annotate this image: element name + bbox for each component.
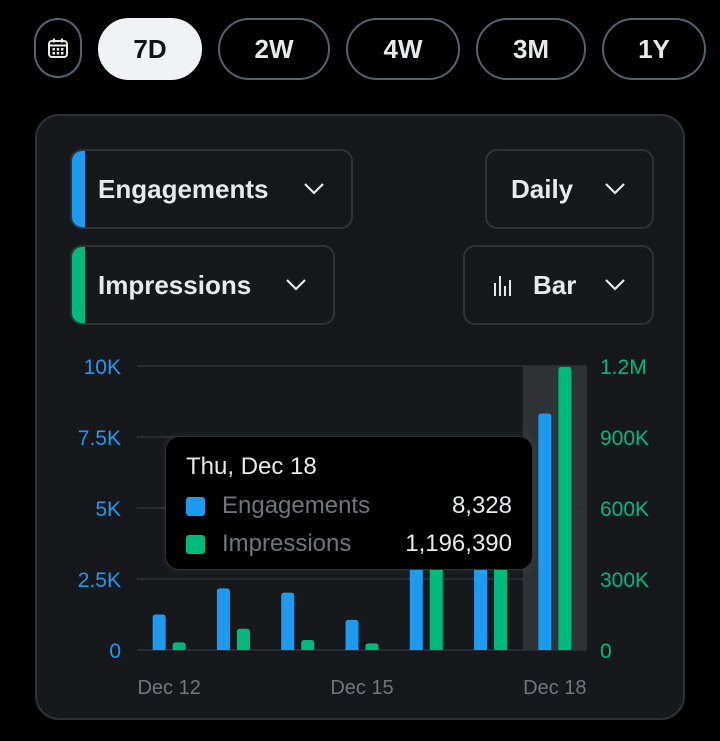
analytics-card: Engagements Daily Impressions Bar: [35, 114, 685, 720]
chart-type-dropdown[interactable]: Bar: [463, 245, 654, 325]
range-option-2w[interactable]: 2W: [218, 18, 330, 80]
tooltip-label-engagements: Engagements: [222, 492, 371, 519]
range-option-1y[interactable]: 1Y: [602, 18, 706, 80]
x-tick-label: Dec 15: [330, 677, 393, 699]
impressions-bar[interactable]: [494, 550, 508, 650]
engagements-bar[interactable]: [152, 614, 166, 651]
impressions-color-accent: [72, 247, 85, 323]
tooltip-value-engagements: 8,328: [451, 492, 512, 519]
bar-chart[interactable]: 0 2.5K 5K 7.5K 10K 0 300K 600K 900K 1.2M Dec 12 Dec…: [37, 116, 683, 718]
impressions-bar[interactable]: [236, 628, 250, 650]
chevron-down-icon: [604, 278, 626, 292]
engagements-swatch: [186, 496, 205, 516]
interval-dropdown[interactable]: Daily: [485, 149, 654, 229]
y-left-tick-label: 5K: [95, 498, 121, 521]
y-left-tick-label: 0: [109, 640, 121, 663]
range-selector: 7D 2W 4W 3M 1Y: [0, 0, 720, 96]
tooltip-label-impressions: Impressions: [222, 530, 352, 557]
x-tick-label: Dec 18: [523, 677, 586, 699]
calendar-icon: [48, 38, 68, 58]
impressions-bar[interactable]: [429, 550, 443, 650]
y-right-tick-label: 600K: [600, 498, 649, 521]
calendar-button[interactable]: [34, 18, 82, 78]
bar-chart-icon: [493, 274, 513, 296]
impressions-swatch: [186, 534, 205, 554]
y-left-tick-label: 7.5K: [78, 427, 121, 450]
x-tick-label: Dec 12: [137, 677, 200, 699]
metric-primary-dropdown[interactable]: Engagements: [70, 149, 353, 229]
engagements-bar[interactable]: [345, 619, 359, 650]
engagements-color-accent: [72, 151, 85, 227]
engagements-bar[interactable]: [216, 588, 230, 650]
impressions-bar[interactable]: [365, 643, 379, 650]
tooltip-title: Thu, Dec 18: [186, 453, 317, 480]
chart-type-label: Bar: [533, 269, 577, 300]
impressions-bar[interactable]: [301, 640, 315, 650]
range-option-7d[interactable]: 7D: [98, 18, 202, 80]
impressions-bar[interactable]: [172, 642, 186, 650]
chart-tooltip: Thu, Dec 18 Engagements 8,328 Impression…: [165, 436, 533, 570]
range-option-4w[interactable]: 4W: [346, 18, 460, 80]
impressions-bar[interactable]: [558, 366, 572, 650]
y-left-tick-label: 10K: [84, 356, 121, 379]
y-right-tick-label: 900K: [600, 427, 649, 450]
y-right-tick-label: 1.2M: [600, 356, 647, 379]
tooltip-row-impressions: Impressions 1,196,390: [186, 529, 512, 559]
tooltip-row-engagements: Engagements 8,328: [186, 491, 512, 521]
interval-label: Daily: [511, 173, 574, 204]
engagements-bar[interactable]: [538, 413, 552, 650]
y-right-tick-label: 0: [600, 640, 612, 663]
metric-secondary-label: Impressions: [98, 269, 252, 300]
metric-secondary-dropdown[interactable]: Impressions: [70, 245, 335, 325]
range-option-3m[interactable]: 3M: [476, 18, 586, 80]
y-left-tick-label: 2.5K: [78, 569, 121, 592]
metric-primary-label: Engagements: [98, 173, 269, 204]
chevron-down-icon: [604, 182, 626, 196]
chevron-down-icon: [285, 278, 307, 292]
tooltip-value-impressions: 1,196,390: [405, 530, 512, 557]
engagements-bar[interactable]: [281, 592, 295, 650]
y-right-tick-label: 300K: [600, 569, 649, 592]
chevron-down-icon: [303, 182, 325, 196]
